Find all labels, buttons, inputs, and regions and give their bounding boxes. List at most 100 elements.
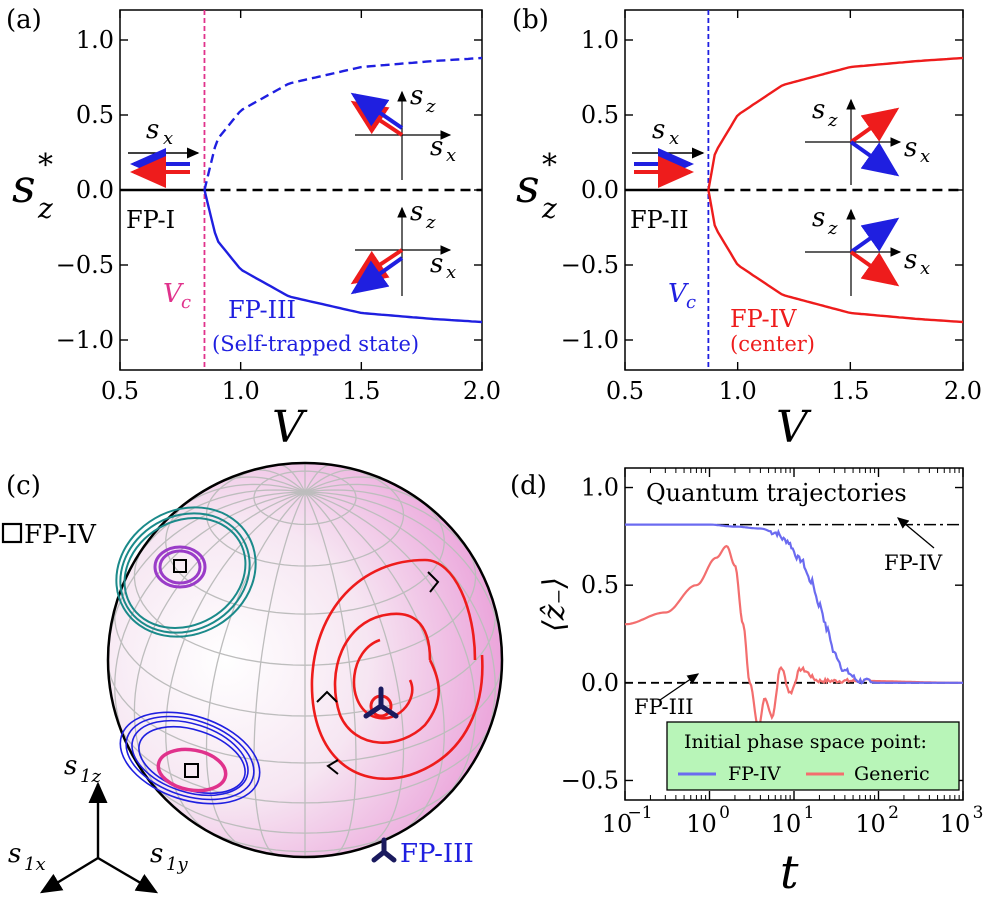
panel-a-left-inset: s x xyxy=(128,115,200,188)
svg-text:s: s xyxy=(812,95,825,125)
svg-text:z: z xyxy=(827,110,838,131)
svg-text:s: s xyxy=(64,751,77,781)
sphere-meridian xyxy=(304,491,503,661)
teal-orbits xyxy=(115,506,257,638)
sphere-meridian xyxy=(304,469,359,493)
svg-text:z: z xyxy=(541,192,557,225)
b-ytick-label: −0.5 xyxy=(561,251,619,279)
sphere-meridian xyxy=(177,483,306,510)
sphere-meridian xyxy=(304,491,496,746)
legend-entry-generic: Generic xyxy=(854,763,930,785)
red-trajectory-arrows xyxy=(316,571,440,775)
b-ytick-label: 1.0 xyxy=(581,26,619,54)
d-xtick-label: 10 xyxy=(602,810,633,838)
d-series-fp-iv xyxy=(625,523,963,685)
panel-b: (b) 0.5 1.0 1.5 2.01.00.50.0−0.5−1.0 s z * … xyxy=(512,5,982,453)
fp-iv-marker-upper xyxy=(173,559,187,573)
b-ytick-label: 0.5 xyxy=(581,101,619,129)
b-xtick-label: 1.5 xyxy=(831,377,869,405)
panel-a-label: (a) xyxy=(6,5,42,35)
legend-box xyxy=(666,721,960,791)
panel-d-ylabel: ⟨ẑ₋⟩ xyxy=(537,577,572,632)
svg-text:s: s xyxy=(904,133,917,163)
panel-b-lines xyxy=(625,10,964,370)
sphere-meridian xyxy=(304,483,433,510)
sphere-meridian xyxy=(251,469,306,493)
panel-a-lines xyxy=(120,10,483,370)
d-xtick-exp: 2 xyxy=(888,803,899,823)
pink-orbits xyxy=(156,747,228,793)
a-xtick-label: 1.0 xyxy=(222,377,260,405)
sphere-meridian xyxy=(107,491,306,652)
b-xtick-label: 1.0 xyxy=(719,377,757,405)
panel-a-xlabel: V xyxy=(272,402,308,453)
sphere-latitude xyxy=(304,663,503,764)
svg-text:s: s xyxy=(812,203,825,233)
a-series-2 xyxy=(203,56,483,191)
sphere-meridian xyxy=(130,489,306,568)
b-xtick-label: 2.0 xyxy=(944,377,982,405)
svg-text:s: s xyxy=(150,839,163,869)
panel-d-xlabel: t xyxy=(780,845,799,897)
panel-c: (c) xyxy=(1,461,504,894)
fp-iv-pointer xyxy=(897,517,935,549)
sphere-meridian xyxy=(165,491,306,835)
b-series-2 xyxy=(707,56,964,191)
d-xtick-label: 10 xyxy=(940,810,971,838)
b-ytick-label: 0.0 xyxy=(581,176,619,204)
d-xtick-label: 10 xyxy=(686,810,717,838)
panel-b-ticks: 0.5 1.0 1.5 2.0 1.0 0.5 0.0 −0.5 −1.0 xyxy=(561,10,982,405)
svg-text:s: s xyxy=(516,159,540,213)
d-ytick-label: 0.5 xyxy=(581,571,619,599)
panel-a: (a) 0.5 1.0 1.5 2.01.00.50.0−0.5−1.0 s z * … xyxy=(6,5,501,453)
blue-orbits xyxy=(119,711,261,805)
panel-a-lower-inset: s z s x xyxy=(350,197,456,296)
d-ytick-label: −0.5 xyxy=(561,766,619,794)
svg-text:s: s xyxy=(12,159,36,213)
svg-text:x: x xyxy=(669,128,679,149)
svg-text:z: z xyxy=(425,212,436,233)
legend-title: Initial phase space point: xyxy=(684,731,927,753)
svg-text:x: x xyxy=(920,258,930,279)
panel-d-legend: Initial phase space point: FP-IV Generic xyxy=(666,721,960,791)
panel-a-ylabel: s z * xyxy=(12,148,53,225)
svg-text:s: s xyxy=(430,249,443,279)
d-ytick-label: 0.0 xyxy=(581,669,619,697)
sphere-meridian xyxy=(205,491,306,849)
sphere-meridian xyxy=(304,476,393,493)
sphere-latitude xyxy=(304,720,494,804)
svg-text:V: V xyxy=(668,279,689,309)
panel-d-label: (d) xyxy=(510,471,547,501)
sphere-meridian xyxy=(279,464,306,493)
svg-text:z: z xyxy=(827,218,838,239)
svg-text:s: s xyxy=(430,132,443,162)
coordinate-axes: s 1z s 1x s 1y xyxy=(8,751,188,894)
svg-text:s: s xyxy=(904,245,917,275)
panel-a-vc-label: V c xyxy=(163,279,191,313)
d-xtick-exp: 3 xyxy=(973,803,984,823)
svg-text:s: s xyxy=(146,115,159,145)
panel-a-ticks: 0.5 1.0 1.5 2.0 1.0 0.5 0.0 −0.5 −1.0 xyxy=(56,10,501,405)
panel-d-lines xyxy=(625,523,963,730)
d-xtick-exp: −1 xyxy=(627,803,652,823)
svg-text:*: * xyxy=(38,148,53,183)
svg-text:z: z xyxy=(425,96,436,117)
svg-text:1z: 1z xyxy=(80,766,101,787)
sphere-meridian xyxy=(114,491,306,746)
fp-iii-legend-label: FP-III xyxy=(400,839,474,869)
panel-a-fp-right: FP-III xyxy=(228,296,296,324)
sphere-meridian xyxy=(304,491,445,835)
svg-text:x: x xyxy=(920,146,930,167)
svg-text:x: x xyxy=(446,145,456,166)
b-xtick-label: 0.5 xyxy=(606,377,644,405)
b-ytick-label: −1.0 xyxy=(561,326,619,354)
sphere-meridian xyxy=(304,464,331,493)
panel-b-xlabel: V xyxy=(776,402,812,453)
sphere-meridian xyxy=(304,491,357,856)
a-ytick-label: 0.0 xyxy=(76,176,114,204)
svg-text:s: s xyxy=(8,839,21,869)
panel-b-vc-label: V c xyxy=(668,279,696,313)
d-xtick-label: 10 xyxy=(855,810,886,838)
sphere-latitude xyxy=(304,606,496,717)
legend-entry-fp-iv: FP-IV xyxy=(728,763,781,785)
